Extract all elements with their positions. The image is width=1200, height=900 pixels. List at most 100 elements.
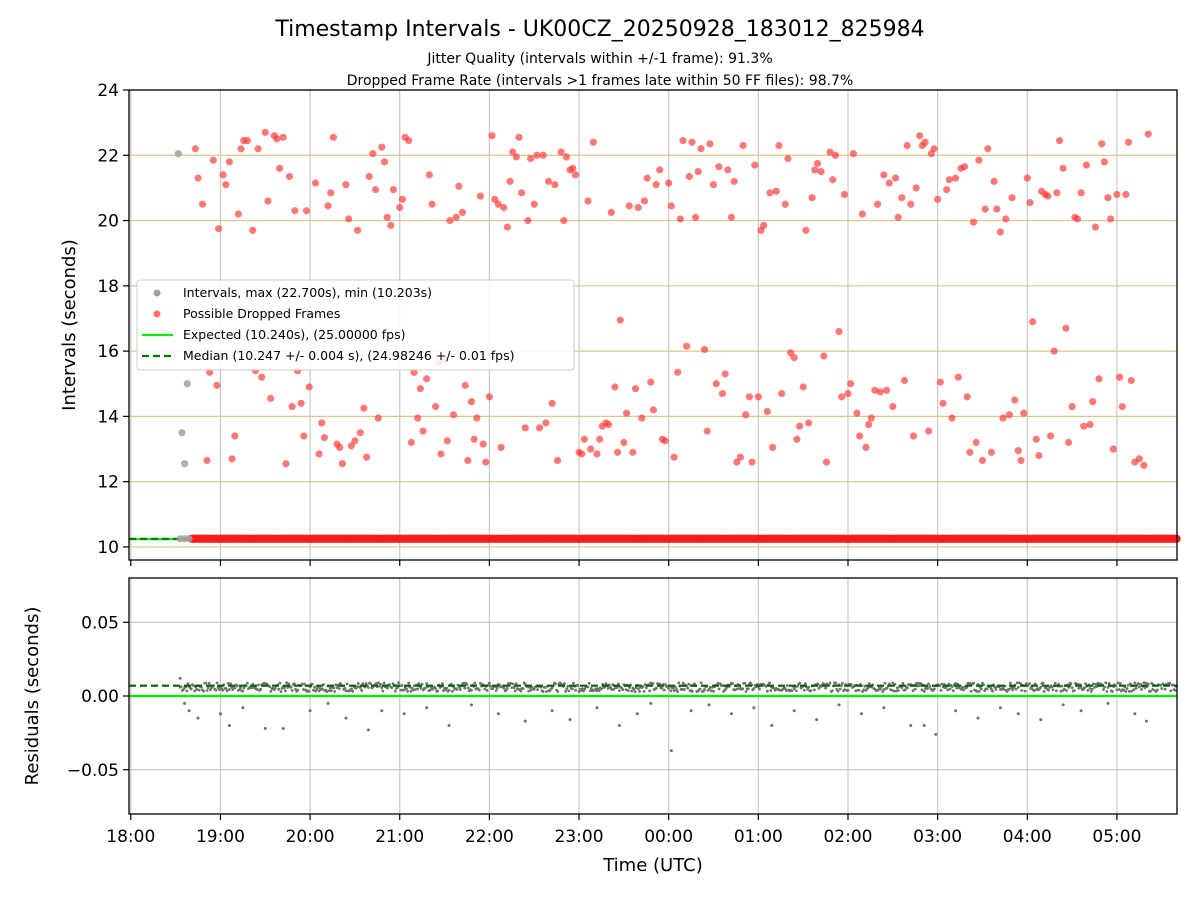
dropped-frame-point: [533, 151, 541, 159]
dropped-frame-point: [820, 352, 828, 360]
residual-point: [1107, 681, 1111, 685]
residual-point: [179, 685, 183, 689]
x-tick-label: 03:00: [913, 827, 962, 847]
dropped-frame-point: [473, 414, 481, 422]
dropped-frame-point: [1068, 402, 1076, 411]
residual-point: [985, 687, 989, 691]
dropped-frame-point: [338, 460, 346, 468]
residual-point: [1132, 688, 1136, 692]
dropped-frame-point: [718, 389, 727, 398]
residual-point: [897, 689, 900, 692]
residual-point: [626, 689, 630, 693]
residual-point: [402, 712, 406, 716]
residual-point: [994, 688, 998, 691]
dropped-frame-point: [1140, 461, 1148, 469]
residual-point: [681, 681, 685, 685]
residual-point: [669, 749, 673, 753]
dropped-frame-point: [485, 393, 493, 401]
residual-point: [259, 687, 263, 691]
residual-point: [676, 690, 680, 693]
residual-point: [335, 686, 339, 689]
residual-point: [1094, 682, 1098, 686]
residual-point: [1128, 682, 1132, 686]
residual-point: [206, 686, 210, 690]
residual-point: [717, 687, 721, 691]
residual-point: [312, 688, 315, 692]
residual-point: [894, 689, 898, 693]
residual-point: [938, 684, 942, 687]
dropped-frame-point: [694, 167, 702, 176]
residual-point: [333, 690, 337, 693]
dropped-frame-point: [1116, 373, 1124, 381]
dropped-frame-point: [425, 171, 433, 179]
residual-point: [325, 690, 329, 693]
dropped-frame-point: [1082, 161, 1091, 169]
residual-point: [550, 686, 554, 690]
residual-point: [469, 703, 473, 707]
dropped-frame-point: [380, 158, 389, 166]
dropped-frame-point: [676, 215, 684, 223]
dropped-frame-point: [405, 136, 413, 145]
dropped-frame-point: [258, 373, 266, 381]
residual-point: [447, 689, 451, 692]
residual-point: [278, 681, 282, 685]
dropped-frame-point: [191, 145, 199, 153]
residual-point: [859, 712, 863, 716]
dropped-frame-point: [972, 438, 980, 447]
residual-point: [356, 682, 360, 685]
residual-point: [911, 689, 915, 693]
residual-point: [296, 688, 300, 692]
dropped-frame-point: [620, 438, 628, 447]
dropped-frame-point: [778, 389, 786, 398]
residual-point: [1069, 682, 1073, 686]
residual-point: [359, 686, 362, 690]
x-tick-label: 21:00: [375, 827, 424, 847]
x-tick-label: 19:00: [196, 827, 245, 847]
residual-point: [635, 712, 639, 716]
dropped-frame-point: [432, 402, 440, 411]
residual-point: [527, 689, 531, 693]
dropped-frame-point: [369, 150, 377, 158]
residual-point: [227, 724, 231, 727]
dropped-frame-point: [206, 368, 214, 376]
residual-point: [242, 686, 246, 690]
top-y-tick-label: 22: [97, 146, 119, 166]
dropped-frame-point: [225, 158, 234, 166]
residual-point: [212, 684, 216, 688]
dropped-frame-point: [512, 153, 520, 161]
residual-point: [281, 726, 285, 730]
residual-point: [612, 687, 616, 691]
residual-point: [185, 689, 189, 693]
residual-point: [380, 709, 384, 713]
residual-point: [998, 706, 1002, 710]
residual-point: [360, 689, 364, 692]
residual-point: [1088, 687, 1092, 690]
residual-point: [511, 682, 515, 686]
residual-point: [909, 724, 913, 727]
residual-point: [241, 689, 245, 693]
dropped-frame-point: [631, 385, 640, 393]
residual-point: [1102, 688, 1105, 691]
dropped-frame-point: [254, 145, 262, 153]
residual-point: [838, 687, 842, 691]
residual-point: [197, 688, 201, 692]
residual-point: [458, 688, 462, 691]
dropped-frame-point: [203, 456, 211, 465]
residual-point: [890, 688, 894, 692]
residual-point: [769, 689, 773, 692]
residual-point: [586, 685, 590, 689]
residual-point: [891, 681, 895, 685]
residual-point: [414, 688, 417, 691]
residual-point: [1002, 687, 1006, 691]
residual-point: [574, 688, 578, 692]
residual-point: [768, 681, 771, 685]
residual-point: [786, 684, 789, 687]
residual-point: [192, 684, 195, 688]
residual-point: [975, 690, 979, 693]
dropped-frame-point: [539, 151, 547, 159]
top-y-tick-label: 24: [97, 81, 119, 101]
residual-point: [816, 682, 820, 686]
residual-point: [752, 706, 756, 710]
dropped-frame-point: [616, 316, 624, 324]
dropped-frame-point: [455, 182, 463, 190]
